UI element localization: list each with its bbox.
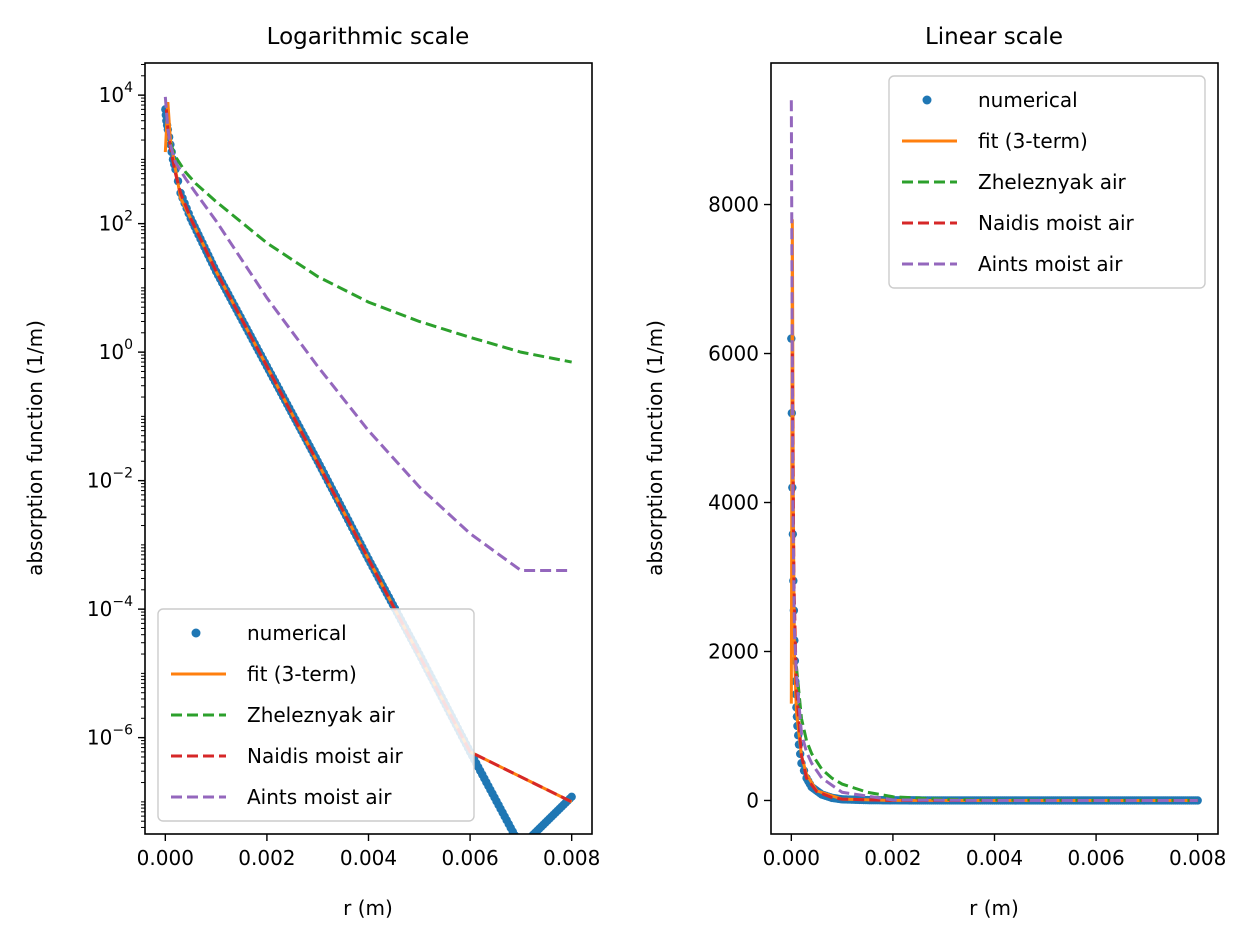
legend-label: Aints moist air xyxy=(247,785,392,809)
series-line-aints-moist-air xyxy=(163,96,572,572)
x-tick-label: 0.008 xyxy=(543,846,600,870)
series-line-zheleznyak-air xyxy=(168,142,572,364)
chart-title: Logarithmic scale xyxy=(267,24,470,50)
legend-label: numerical xyxy=(978,88,1078,112)
x-tick-label: 0.004 xyxy=(340,846,397,870)
y-axis-label: absorption function (1/m) xyxy=(643,320,667,576)
x-tick-label: 0.006 xyxy=(1067,846,1124,870)
chart-title: Linear scale xyxy=(925,24,1063,50)
y-axis: 104 102 100 10−2 10−4 10−6 xyxy=(87,63,145,828)
x-axis: 0.000 0.002 0.004 0.006 0.008 xyxy=(763,834,1226,870)
legend-box xyxy=(888,75,1206,289)
x-axis-label: r (m) xyxy=(969,896,1019,920)
legend: numerical fit (3-term) Zheleznyak air Naidi… xyxy=(888,75,1206,289)
chart-linear-scale: Linear scale 0.000 0.002 0.004 0.006 0.008 0… xyxy=(643,24,1226,920)
x-axis-label: r (m) xyxy=(343,896,393,920)
y-tick-label: 102 xyxy=(99,209,133,236)
series-line-zheleznyak-air xyxy=(794,666,1198,802)
x-tick-label: 0.002 xyxy=(238,846,295,870)
y-tick-label: 2000 xyxy=(708,639,759,663)
x-tick-label: 0.004 xyxy=(966,846,1023,870)
legend-label: Naidis moist air xyxy=(978,211,1135,235)
chart-log-scale: Logarithmic scale 0.000 0.002 0.004 0.006 0.… xyxy=(23,24,600,920)
x-tick-label: 0.008 xyxy=(1169,846,1226,870)
legend-marker-numerical xyxy=(191,628,201,638)
y-tick-label: 4000 xyxy=(708,491,759,515)
legend-label: fit (3-term) xyxy=(978,129,1088,153)
legend-label: numerical xyxy=(247,621,347,645)
y-tick-label: 0 xyxy=(746,788,759,812)
legend-label: Aints moist air xyxy=(978,252,1123,276)
legend-label: Zheleznyak air xyxy=(247,703,396,727)
legend: numerical fit (3-term) Zheleznyak air Naidi… xyxy=(157,608,475,822)
data-point xyxy=(567,792,576,801)
y-tick-label: 100 xyxy=(99,337,133,364)
legend-label: Zheleznyak air xyxy=(978,170,1127,194)
y-tick-label: 10−6 xyxy=(87,723,133,750)
x-tick-label: 0.006 xyxy=(441,846,498,870)
legend-label: Naidis moist air xyxy=(247,744,404,768)
y-tick-label: 8000 xyxy=(708,193,759,217)
x-axis: 0.000 0.002 0.004 0.006 0.008 xyxy=(137,834,600,870)
y-tick-label: 10−4 xyxy=(87,594,133,621)
y-axis-label: absorption function (1/m) xyxy=(23,320,47,576)
legend-box xyxy=(157,608,475,822)
plot-area xyxy=(787,100,1202,805)
y-tick-label: 10−2 xyxy=(87,466,133,493)
y-axis: 0 2000 4000 6000 8000 xyxy=(708,193,771,812)
x-tick-label: 0.002 xyxy=(864,846,921,870)
y-tick-label: 6000 xyxy=(708,342,759,366)
series-line-aints-moist-air xyxy=(789,100,1198,802)
x-tick-label: 0.000 xyxy=(137,846,194,870)
x-tick-label: 0.000 xyxy=(763,846,820,870)
legend-marker-numerical xyxy=(922,95,932,105)
data-point xyxy=(1193,796,1202,805)
y-tick-label: 104 xyxy=(99,80,133,107)
legend-label: fit (3-term) xyxy=(247,662,357,686)
